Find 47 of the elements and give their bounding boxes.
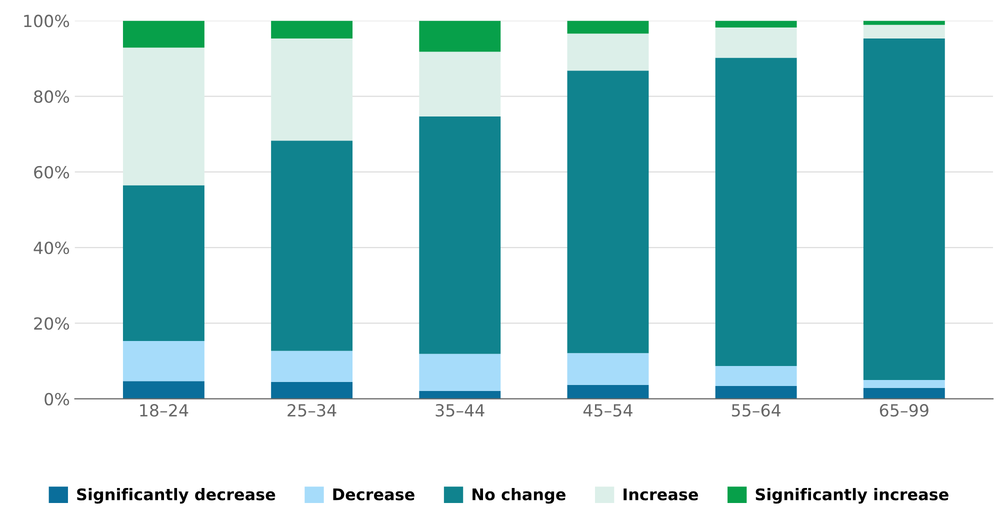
bar: [715, 366, 797, 386]
bar: [567, 34, 649, 71]
x-tick-label: 35–44: [436, 404, 484, 417]
x-tick-label: 65–99: [880, 404, 928, 417]
y-tick-label: 100%: [24, 14, 70, 28]
x-tick-label: 45–54: [583, 404, 632, 417]
bar: [271, 382, 353, 399]
y-tick-label: 20%: [34, 317, 70, 330]
bar: [419, 116, 501, 354]
y-tick-label: 60%: [34, 166, 70, 179]
bar: [863, 20, 945, 25]
bar: [122, 381, 204, 399]
bar: [863, 24, 945, 38]
bar: [863, 388, 945, 399]
bar: [122, 341, 204, 382]
bar: [715, 386, 797, 399]
bar: [122, 20, 204, 48]
bar: [863, 380, 945, 388]
x-tick-label: 55–64: [732, 404, 781, 417]
bar: [715, 58, 797, 366]
legend-label: Increase: [624, 488, 698, 500]
bar: [567, 70, 649, 354]
bar: [715, 20, 797, 28]
bar: [271, 20, 353, 38]
bar: [567, 353, 649, 385]
bar: [419, 390, 501, 399]
legend-label: Decrease: [333, 488, 414, 500]
bar: [715, 28, 797, 58]
legend-label: Significantly increase: [756, 488, 948, 504]
x-tick-label: 18–24: [140, 404, 188, 417]
bar: [863, 38, 945, 380]
bar: [271, 140, 353, 351]
bar: [419, 52, 501, 116]
legend-label: No change: [472, 488, 566, 504]
y-tick-label: 40%: [34, 242, 70, 254]
y-tick-label: 80%: [34, 90, 70, 103]
bar: [567, 20, 649, 34]
bar: [419, 20, 501, 52]
bar: [419, 354, 501, 391]
bar: [271, 350, 353, 382]
legend-label: Significantly decrease: [77, 488, 276, 504]
bar: [122, 48, 204, 186]
x-tick-label: 25–34: [288, 404, 336, 417]
bar: [271, 38, 353, 141]
bar: [122, 185, 204, 342]
bar: [567, 384, 649, 399]
y-tick-label: 0%: [44, 392, 70, 406]
